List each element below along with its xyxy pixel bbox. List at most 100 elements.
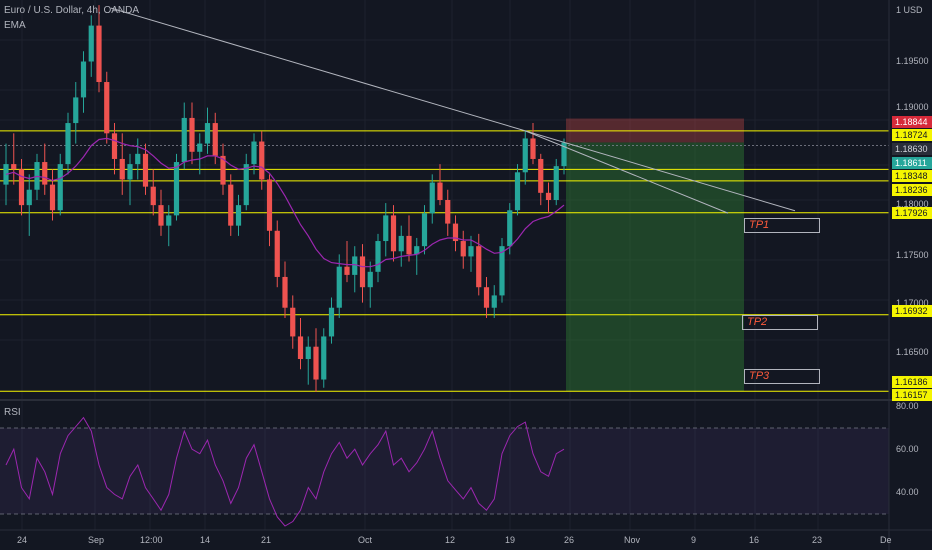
time-tick: Oct [358, 535, 373, 545]
candle-body [243, 164, 249, 206]
candle-body [468, 246, 474, 257]
tp2-label[interactable]: TP2 [742, 315, 818, 330]
candle-body [383, 215, 389, 242]
candle-body [476, 246, 482, 288]
candle-body [321, 336, 327, 380]
candle-body [344, 266, 350, 275]
candle-body [530, 138, 536, 159]
candle-body [197, 143, 203, 152]
candle-body [545, 192, 552, 200]
time-tick: 23 [812, 535, 823, 545]
candle-body [514, 172, 521, 211]
currency-label[interactable]: 1 USD [896, 5, 923, 15]
level-price-tag[interactable]: 1.18724 [892, 129, 932, 141]
candle-body [274, 230, 280, 277]
candle-body [406, 235, 412, 255]
candle-body [266, 179, 273, 231]
candle-body [212, 123, 218, 156]
trendline [110, 7, 796, 212]
rsi-line [5, 416, 565, 527]
tp3-price-tag[interactable]: 1.16186 [892, 376, 932, 388]
candle-body [421, 213, 428, 247]
candle-body [367, 271, 373, 288]
rsi-tick: 40.00 [896, 487, 919, 497]
candle-body [305, 346, 311, 360]
take-profit-zone [566, 142, 744, 392]
time-tick: 12:00 [140, 535, 163, 545]
low-price-tag[interactable]: 1.16157 [892, 389, 932, 401]
candle-body [80, 61, 87, 98]
candle-body [375, 241, 381, 272]
candle-body [452, 223, 459, 242]
time-tick: De [880, 535, 892, 545]
trendlines[interactable] [110, 7, 796, 214]
candle-body [111, 133, 118, 159]
candle-body [181, 117, 187, 163]
trendline [525, 130, 729, 214]
level-price-tag[interactable]: 1.17926 [892, 207, 932, 219]
level-price-tag[interactable]: 1.18348 [892, 170, 932, 182]
time-tick: 14 [200, 535, 211, 545]
ema-indicator-label[interactable]: EMA [4, 20, 26, 31]
price-tick: 1.19000 [896, 102, 929, 112]
candle-body [26, 189, 32, 206]
candle-body [414, 246, 420, 255]
candle-body [235, 205, 242, 226]
candle-body [73, 97, 79, 124]
tp3-label[interactable]: TP3 [744, 369, 820, 384]
candle-body [290, 307, 296, 337]
tp2-price-tag[interactable]: 1.16932 [892, 305, 932, 317]
candle-body [445, 200, 451, 224]
candle-body [18, 169, 25, 206]
time-tick: 26 [564, 535, 575, 545]
candle-body [42, 162, 48, 185]
time-tick: 12 [445, 535, 456, 545]
price-tick: 1.17500 [896, 250, 929, 260]
candles [3, 5, 567, 392]
time-tick: 19 [505, 535, 516, 545]
candle-body [135, 153, 141, 165]
candle-body [65, 123, 71, 165]
candle-body [328, 307, 335, 337]
candle-body [119, 158, 125, 180]
tp1-label[interactable]: TP1 [744, 218, 820, 233]
candle-body [88, 25, 94, 62]
entry-price-tag[interactable]: 1.18611 [892, 157, 932, 169]
time-tick: 16 [749, 535, 760, 545]
level-price-tag[interactable]: 1.18236 [892, 184, 932, 196]
candle-body [251, 141, 257, 165]
price-tick: 1.16500 [896, 347, 929, 357]
candle-body [507, 210, 513, 247]
rsi-indicator-label[interactable]: RSI [4, 407, 21, 418]
rsi-tick: 60.00 [896, 444, 919, 454]
candle-body [553, 166, 559, 200]
price-tick: 1.18000 [896, 199, 929, 209]
candle-body [57, 164, 63, 211]
candle-body [150, 186, 156, 206]
candle-body [104, 82, 110, 134]
time-tick: 9 [691, 535, 697, 545]
candle-body [398, 235, 404, 252]
candle-body [204, 123, 211, 144]
price-tick: 1.17000 [896, 298, 929, 308]
candle-body [142, 153, 149, 187]
candle-body [127, 164, 133, 180]
current-price-tag[interactable]: 1.18630 [892, 143, 932, 155]
stop-price-tag[interactable]: 1.18844 [892, 116, 932, 128]
candle-body [259, 141, 265, 180]
candle-body [282, 276, 288, 308]
candle-body [336, 266, 342, 308]
position-box[interactable] [566, 118, 744, 392]
candle-body [49, 184, 56, 211]
time-tick: Nov [624, 535, 641, 545]
candle-body [522, 138, 528, 173]
candle-body [189, 117, 195, 152]
candle-body [460, 241, 466, 257]
rsi-tick: 80.00 [896, 401, 919, 411]
candle-body [429, 182, 435, 214]
candle-body [491, 295, 497, 308]
horizontal-levels[interactable] [0, 130, 889, 392]
candle-body [359, 256, 366, 288]
candle-body [561, 142, 567, 167]
